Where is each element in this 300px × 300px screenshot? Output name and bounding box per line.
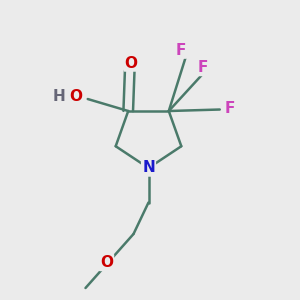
Text: F: F bbox=[176, 43, 186, 58]
Text: O: O bbox=[100, 255, 113, 270]
Text: H: H bbox=[53, 88, 66, 104]
Text: O: O bbox=[69, 88, 82, 104]
Text: N: N bbox=[142, 160, 155, 175]
Text: F: F bbox=[225, 100, 236, 116]
Text: O: O bbox=[125, 56, 138, 70]
Text: F: F bbox=[198, 60, 208, 75]
